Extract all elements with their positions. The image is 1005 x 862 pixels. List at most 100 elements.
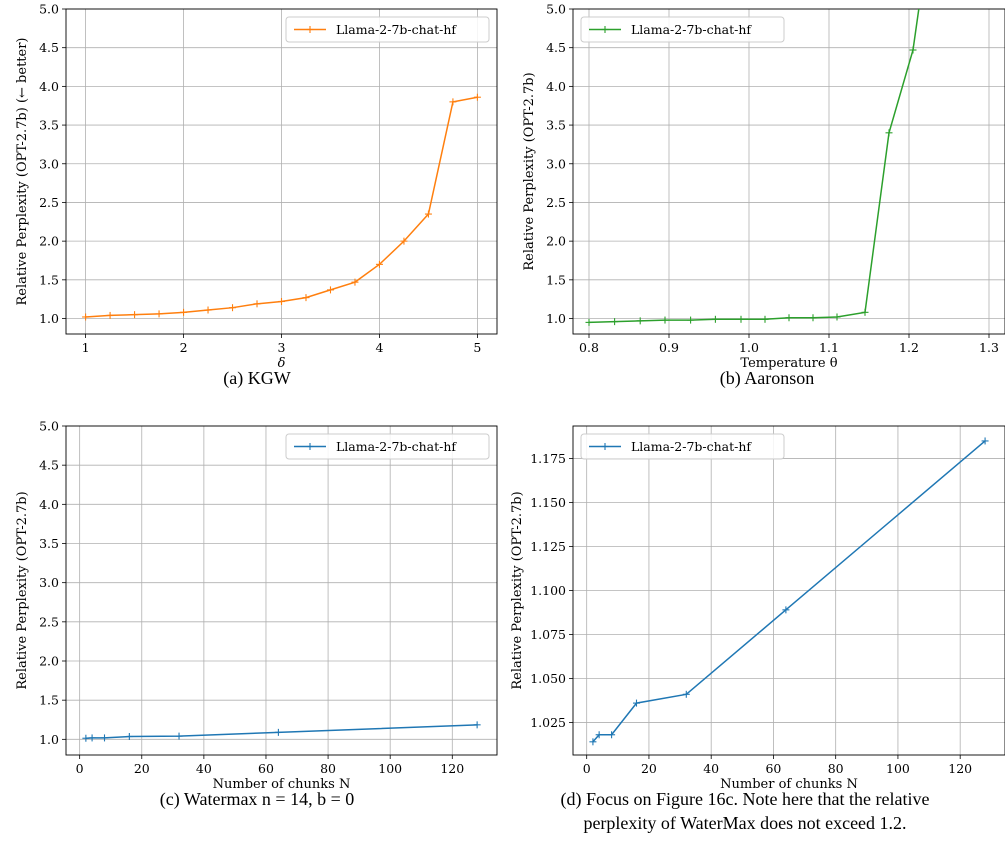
legend: Llama-2-7b-chat-hf [580, 16, 785, 43]
x-tick-label: 20 [641, 761, 657, 776]
x-axis-label: Temperature θ [740, 356, 837, 371]
y-tick-label: 5.0 [39, 2, 59, 17]
y-tick-label: 3.5 [39, 118, 59, 133]
series-1 [585, 9, 920, 326]
data-point [106, 311, 114, 319]
y-tick-label: 1.125 [530, 539, 566, 554]
y-axis-label: Relative Perplexity (OPT-2.7b) (← better… [15, 38, 30, 306]
chart-panel-2: 0.8 0.9 1.0 1.1 1.2 1.3 1.0 1.5 2.0 2.5 3.0 3.5 4.0 4… [522, 2, 1005, 389]
data-point [82, 313, 90, 321]
y-tick-label: 2.0 [39, 234, 59, 249]
series-1 [82, 721, 481, 742]
series-line [592, 440, 986, 743]
data-point [611, 318, 619, 326]
y-tick-label: 1.050 [530, 671, 566, 686]
y-tick-label: 4.0 [546, 79, 566, 94]
legend-box [285, 433, 490, 460]
x-tick-label: 0.8 [579, 340, 599, 355]
panel-caption: (d) Focus on Figure 16c. Note here that … [561, 789, 930, 810]
data-point [682, 690, 690, 698]
data-point [473, 93, 481, 101]
data-point [204, 306, 212, 314]
data-point [400, 237, 408, 245]
y-tick-label: 2.0 [546, 234, 566, 249]
data-point [88, 734, 96, 742]
series-1 [82, 93, 481, 321]
data-point [229, 304, 237, 312]
legend-label: Llama-2-7b-chat-hf [336, 22, 457, 37]
x-tick-label: 40 [703, 761, 719, 776]
data-point [833, 313, 841, 321]
data-point [785, 314, 793, 322]
y-tick-label: 1.025 [530, 715, 566, 730]
data-point [473, 721, 481, 729]
y-tick-label: 1.0 [39, 732, 59, 747]
y-tick-label: 4.0 [39, 79, 59, 94]
x-tick-label: 5 [473, 340, 481, 355]
x-tick-label: 0 [76, 761, 84, 776]
x-tick-label: 120 [948, 761, 972, 776]
y-tick-label: 5.0 [39, 419, 59, 434]
data-point [326, 286, 334, 294]
data-point [351, 278, 359, 286]
legend: Llama-2-7b-chat-hf [285, 16, 490, 43]
x-tick-label: 20 [134, 761, 150, 776]
data-point [253, 300, 261, 308]
data-point [274, 728, 282, 736]
x-tick-label: 1.1 [819, 340, 839, 355]
data-point [589, 738, 597, 746]
legend: Llama-2-7b-chat-hf [285, 433, 490, 460]
data-point [737, 315, 745, 323]
grid [573, 8, 1005, 334]
data-point [885, 129, 893, 137]
panel-caption: perplexity of WaterMax does not exceed 1… [583, 813, 906, 833]
data-point [782, 606, 790, 614]
data-point [632, 699, 640, 707]
y-tick-label: 1.175 [530, 451, 566, 466]
data-point [278, 298, 285, 305]
x-axis-label: Number of chunks N [720, 777, 858, 792]
data-point [302, 294, 310, 302]
y-tick-label: 1.075 [530, 627, 566, 642]
plot-frame [65, 425, 498, 756]
data-point [125, 733, 133, 741]
x-tick-label: 100 [378, 761, 402, 776]
legend-label: Llama-2-7b-chat-hf [631, 22, 752, 37]
panel-caption: (b) Aaronson [720, 368, 814, 389]
plot-frame [572, 8, 1005, 335]
y-tick-label: 1.5 [39, 272, 59, 287]
legend-box [580, 16, 785, 43]
legend-label: Llama-2-7b-chat-hf [631, 439, 752, 454]
y-tick-label: 1.0 [39, 311, 59, 326]
data-point [155, 310, 163, 318]
y-tick-label: 3.0 [546, 156, 566, 171]
data-point [608, 731, 616, 739]
grid [66, 8, 497, 334]
data-point [424, 210, 432, 218]
data-point [636, 317, 644, 325]
x-tick-label: 120 [440, 761, 464, 776]
x-tick-label: 4 [375, 340, 383, 355]
x-tick-label: 0.9 [659, 340, 679, 355]
legend-box [285, 16, 490, 43]
y-tick-label: 2.0 [39, 654, 59, 669]
x-tick-label: 1 [82, 340, 90, 355]
x-tick-label: 1.0 [739, 340, 759, 355]
data-point [711, 315, 719, 323]
data-point [861, 308, 869, 316]
data-point [180, 308, 188, 316]
y-tick-label: 2.5 [39, 195, 59, 210]
x-tick-label: 100 [886, 761, 910, 776]
x-tick-label: 0 [583, 761, 591, 776]
grid [66, 425, 497, 755]
y-tick-label: 4.5 [39, 40, 59, 55]
legend-label: Llama-2-7b-chat-hf [336, 439, 457, 454]
y-tick-label: 5.0 [546, 2, 566, 17]
y-tick-label: 4.5 [39, 458, 59, 473]
x-axis-label: δ [278, 356, 286, 371]
y-tick-label: 3.0 [39, 156, 59, 171]
x-tick-label: 1.2 [899, 340, 919, 355]
x-tick-label: 80 [828, 761, 844, 776]
x-tick-label: 60 [765, 761, 781, 776]
